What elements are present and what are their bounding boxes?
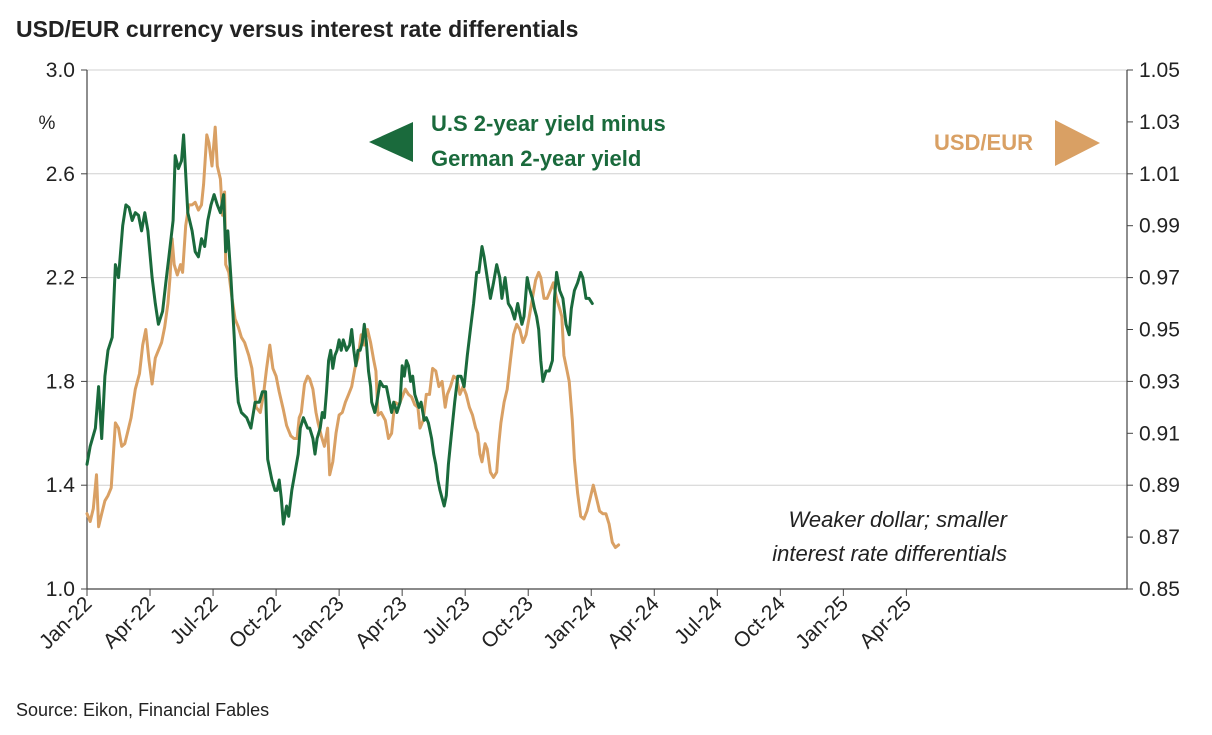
x-tick-label: Oct-24 [729, 592, 790, 653]
x-tick-label: Apr-23 [351, 592, 412, 653]
right-tick-label: 0.87 [1139, 526, 1180, 549]
right-axis-ticks: 0.85 0.87 0.89 0.91 0.93 0.95 0.97 0.99 1.01 1.03… [1127, 59, 1180, 601]
series-line-usdeur [85, 125, 621, 549]
series-line-spread [85, 133, 594, 526]
left-axis-ticks: 1.0 1.4 1.8 2.2 2.6 3.0 [46, 59, 87, 601]
x-tick-label: Jul-24 [670, 592, 727, 649]
left-tick-label: 3.0 [46, 59, 75, 82]
left-axis-unit: % [39, 113, 56, 134]
left-tick-label: 2.6 [46, 163, 75, 186]
left-tick-label: 1.8 [46, 370, 75, 393]
source-note: Source: Eikon, Financial Fables [16, 700, 269, 720]
x-tick-label: Apr-22 [99, 592, 160, 653]
x-tick-label: Jul-22 [166, 592, 223, 649]
x-tick-label: Oct-22 [225, 592, 286, 653]
x-tick-label: Jan-24 [539, 592, 601, 654]
left-tick-label: 1.0 [46, 578, 75, 601]
right-arrow-icon [1055, 120, 1100, 166]
right-tick-label: 1.03 [1139, 111, 1180, 134]
right-tick-label: 0.99 [1139, 215, 1180, 238]
chart-title: USD/EUR currency versus interest rate di… [16, 16, 578, 42]
annotation-line-2: interest rate differentials [772, 541, 1007, 566]
x-tick-label: Apr-24 [603, 592, 664, 653]
gridlines [87, 69, 1127, 486]
right-tick-label: 0.89 [1139, 474, 1180, 497]
right-tick-label: 1.05 [1139, 59, 1180, 82]
x-tick-label: Jan-23 [287, 592, 349, 654]
right-tick-label: 0.93 [1139, 370, 1180, 393]
annotation-line-1: Weaker dollar; smaller [789, 507, 1009, 532]
right-tick-label: 1.01 [1139, 163, 1180, 186]
left-tick-label: 1.4 [46, 474, 76, 497]
right-tick-label: 0.85 [1139, 578, 1180, 601]
left-tick-label: 2.2 [46, 267, 75, 290]
legend-usdeur: USD/EUR [934, 130, 1033, 155]
series-lines [85, 125, 621, 549]
x-tick-label: Jul-23 [418, 592, 475, 649]
x-tick-label: Apr-25 [855, 592, 916, 653]
right-tick-label: 0.91 [1139, 422, 1180, 445]
legend-spread-line-1: U.S 2-year yield minus [431, 111, 666, 136]
x-tick-label: Jan-22 [35, 592, 97, 654]
right-tick-label: 0.97 [1139, 267, 1180, 290]
left-arrow-icon [369, 122, 413, 162]
x-tick-label: Oct-23 [477, 592, 538, 653]
x-tick-label: Jan-25 [791, 592, 853, 654]
x-axis-ticks: Jan-22 Apr-22 Jul-22 Oct-22 Jan-23 Apr-23 Jul-… [35, 589, 916, 654]
legend-spread-line-2: German 2-year yield [431, 146, 641, 171]
right-tick-label: 0.95 [1139, 319, 1180, 342]
